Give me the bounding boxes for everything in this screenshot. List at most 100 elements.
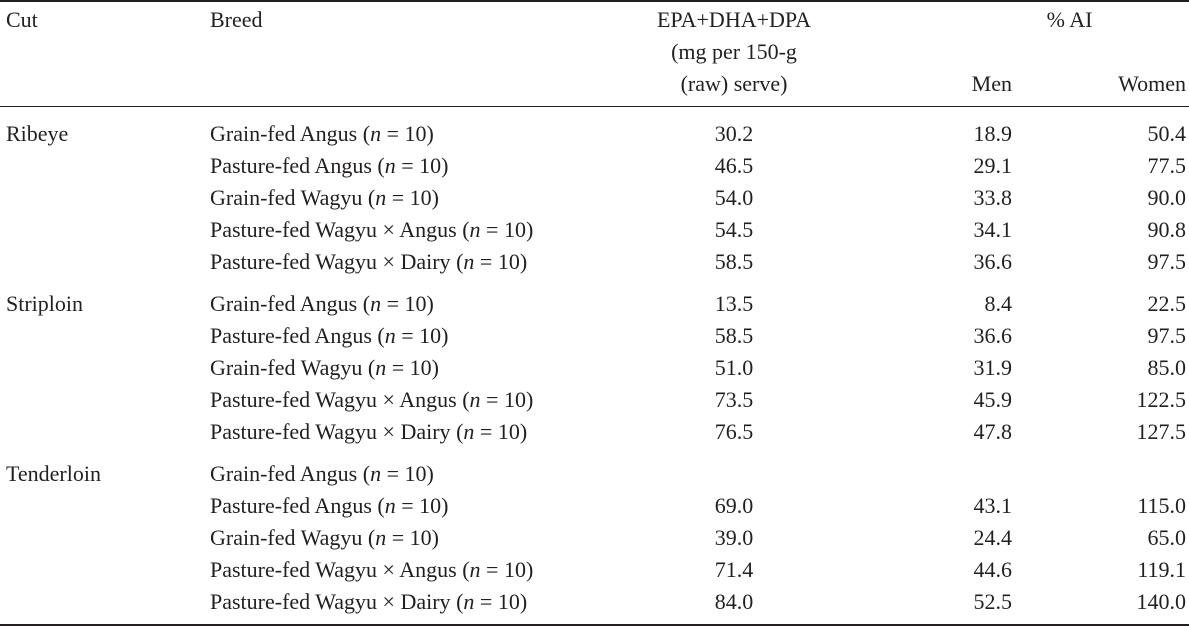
breed-cell: Grain-fed Angus (n = 10) xyxy=(210,461,434,486)
breed-name: Pasture-fed Angus xyxy=(210,323,372,348)
epa-dha-dpa-value: 73.5 xyxy=(714,387,754,412)
breed-cell: Grain-fed Wagyu (n = 10) xyxy=(210,355,439,380)
breed-cell: Pasture-fed Wagyu × Angus (n = 10) xyxy=(210,387,534,412)
ai-men-value: 24.4 xyxy=(973,525,1013,550)
ai-women-value: 85.0 xyxy=(1147,355,1187,380)
breed-cell: Pasture-fed Wagyu × Dairy (n = 10) xyxy=(210,249,528,274)
ai-men-value: 36.6 xyxy=(973,323,1013,348)
ai-women-value: 127.5 xyxy=(1136,419,1187,444)
epa-dha-dpa-value: 54.0 xyxy=(714,185,754,210)
epa-dha-dpa-value: 58.5 xyxy=(714,249,754,274)
ai-men-value: 45.9 xyxy=(973,387,1013,412)
ai-men-value: 44.6 xyxy=(973,557,1013,582)
header-cut: Cut xyxy=(6,7,38,32)
header-value-line3: (raw) serve) xyxy=(680,71,788,96)
ai-women-value: 97.5 xyxy=(1147,323,1187,348)
breed-name: Pasture-fed Wagyu × Angus xyxy=(210,217,457,242)
sample-size: 10 xyxy=(497,419,520,444)
ai-women-value: 122.5 xyxy=(1136,387,1187,412)
ai-women-value: 77.5 xyxy=(1147,153,1187,178)
breed-cell: Pasture-fed Angus (n = 10) xyxy=(210,493,449,518)
sample-size: 10 xyxy=(497,589,520,614)
epa-dha-dpa-value: 51.0 xyxy=(714,355,754,380)
breed-cell: Grain-fed Wagyu (n = 10) xyxy=(210,525,439,550)
breed-name: Grain-fed Angus xyxy=(210,461,358,486)
breed-name: Grain-fed Wagyu xyxy=(210,185,363,210)
ai-men-value: 18.9 xyxy=(973,121,1013,146)
sample-size: 10 xyxy=(404,121,427,146)
sample-size: 10 xyxy=(419,153,442,178)
breed-cell: Grain-fed Angus (n = 10) xyxy=(210,121,434,146)
epa-dha-dpa-value: 84.0 xyxy=(714,589,754,614)
header-men: Men xyxy=(971,71,1012,96)
ai-men-value: 31.9 xyxy=(973,355,1013,380)
ai-women-value: 90.8 xyxy=(1147,217,1187,242)
ai-men-value: 52.5 xyxy=(973,589,1013,614)
breed-cell: Grain-fed Angus (n = 10) xyxy=(210,291,434,316)
breed-cell: Pasture-fed Wagyu × Dairy (n = 10) xyxy=(210,419,528,444)
epa-dha-dpa-value: 58.5 xyxy=(714,323,754,348)
ai-women-value: 97.5 xyxy=(1147,249,1187,274)
ai-men-value: 36.6 xyxy=(973,249,1013,274)
sample-size: 10 xyxy=(409,185,432,210)
ai-men-value: 29.1 xyxy=(973,153,1013,178)
ai-women-value: 50.4 xyxy=(1147,121,1187,146)
sample-size: 10 xyxy=(409,355,432,380)
breed-cell: Pasture-fed Wagyu × Dairy (n = 10) xyxy=(210,589,528,614)
ai-women-value: 119.1 xyxy=(1137,557,1186,582)
ai-men-value: 47.8 xyxy=(973,419,1013,444)
epa-dha-dpa-value: 13.5 xyxy=(714,291,754,316)
ai-men-value: 33.8 xyxy=(973,185,1013,210)
sample-size: 10 xyxy=(503,557,526,582)
epa-dha-dpa-value: 30.2 xyxy=(714,121,754,146)
ai-women-value: 22.5 xyxy=(1147,291,1187,316)
sample-size: 10 xyxy=(404,461,427,486)
sample-size: 10 xyxy=(497,249,520,274)
breed-name: Pasture-fed Wagyu × Angus xyxy=(210,557,457,582)
header-breed: Breed xyxy=(210,7,263,32)
breed-name: Pasture-fed Wagyu × Angus xyxy=(210,387,457,412)
ai-men-value: 43.1 xyxy=(973,493,1013,518)
breed-cell: Pasture-fed Wagyu × Angus (n = 10) xyxy=(210,557,534,582)
ai-women-value: 90.0 xyxy=(1147,185,1187,210)
breed-name: Grain-fed Angus xyxy=(210,291,358,316)
epa-dha-dpa-value: 54.5 xyxy=(714,217,754,242)
sample-size: 10 xyxy=(503,217,526,242)
sample-size: 10 xyxy=(503,387,526,412)
ai-women-value: 140.0 xyxy=(1136,589,1187,614)
sample-size: 10 xyxy=(419,323,442,348)
breed-name: Pasture-fed Wagyu × Dairy xyxy=(210,589,451,614)
epa-dha-dpa-value: 71.4 xyxy=(714,557,754,582)
breed-name: Pasture-fed Angus xyxy=(210,153,372,178)
header-women: Women xyxy=(1118,71,1186,96)
sample-size: 10 xyxy=(419,493,442,518)
sample-size: 10 xyxy=(409,525,432,550)
epa-dha-dpa-value: 69.0 xyxy=(714,493,754,518)
top-rule xyxy=(0,0,1189,2)
sample-size: 10 xyxy=(404,291,427,316)
breed-name: Pasture-fed Wagyu × Dairy xyxy=(210,419,451,444)
breed-name: Pasture-fed Angus xyxy=(210,493,372,518)
epa-dha-dpa-value: 46.5 xyxy=(714,153,754,178)
ai-women-value: 65.0 xyxy=(1147,525,1187,550)
breed-cell: Pasture-fed Angus (n = 10) xyxy=(210,323,449,348)
breed-cell: Grain-fed Wagyu (n = 10) xyxy=(210,185,439,210)
breed-cell: Pasture-fed Wagyu × Angus (n = 10) xyxy=(210,217,534,242)
breed-name: Grain-fed Angus xyxy=(210,121,358,146)
header-value-line2: (mg per 150-g xyxy=(671,39,797,64)
ai-men-value: 34.1 xyxy=(973,217,1013,242)
breed-cell: Pasture-fed Angus (n = 10) xyxy=(210,153,449,178)
breed-name: Grain-fed Wagyu xyxy=(210,355,363,380)
cut-label: Ribeye xyxy=(6,121,69,146)
header-ai-group: % AI xyxy=(1046,7,1093,32)
breed-name: Grain-fed Wagyu xyxy=(210,525,363,550)
cut-label: Striploin xyxy=(6,291,84,316)
header-value-line1: EPA+DHA+DPA xyxy=(656,7,811,32)
epa-dha-dpa-value: 76.5 xyxy=(714,419,754,444)
ai-women-value: 115.0 xyxy=(1137,493,1186,518)
header-rule xyxy=(0,106,1189,107)
ai-men-value: 8.4 xyxy=(984,291,1013,316)
cut-label: Tenderloin xyxy=(6,461,101,486)
epa-dha-dpa-value: 39.0 xyxy=(714,525,754,550)
breed-name: Pasture-fed Wagyu × Dairy xyxy=(210,249,451,274)
